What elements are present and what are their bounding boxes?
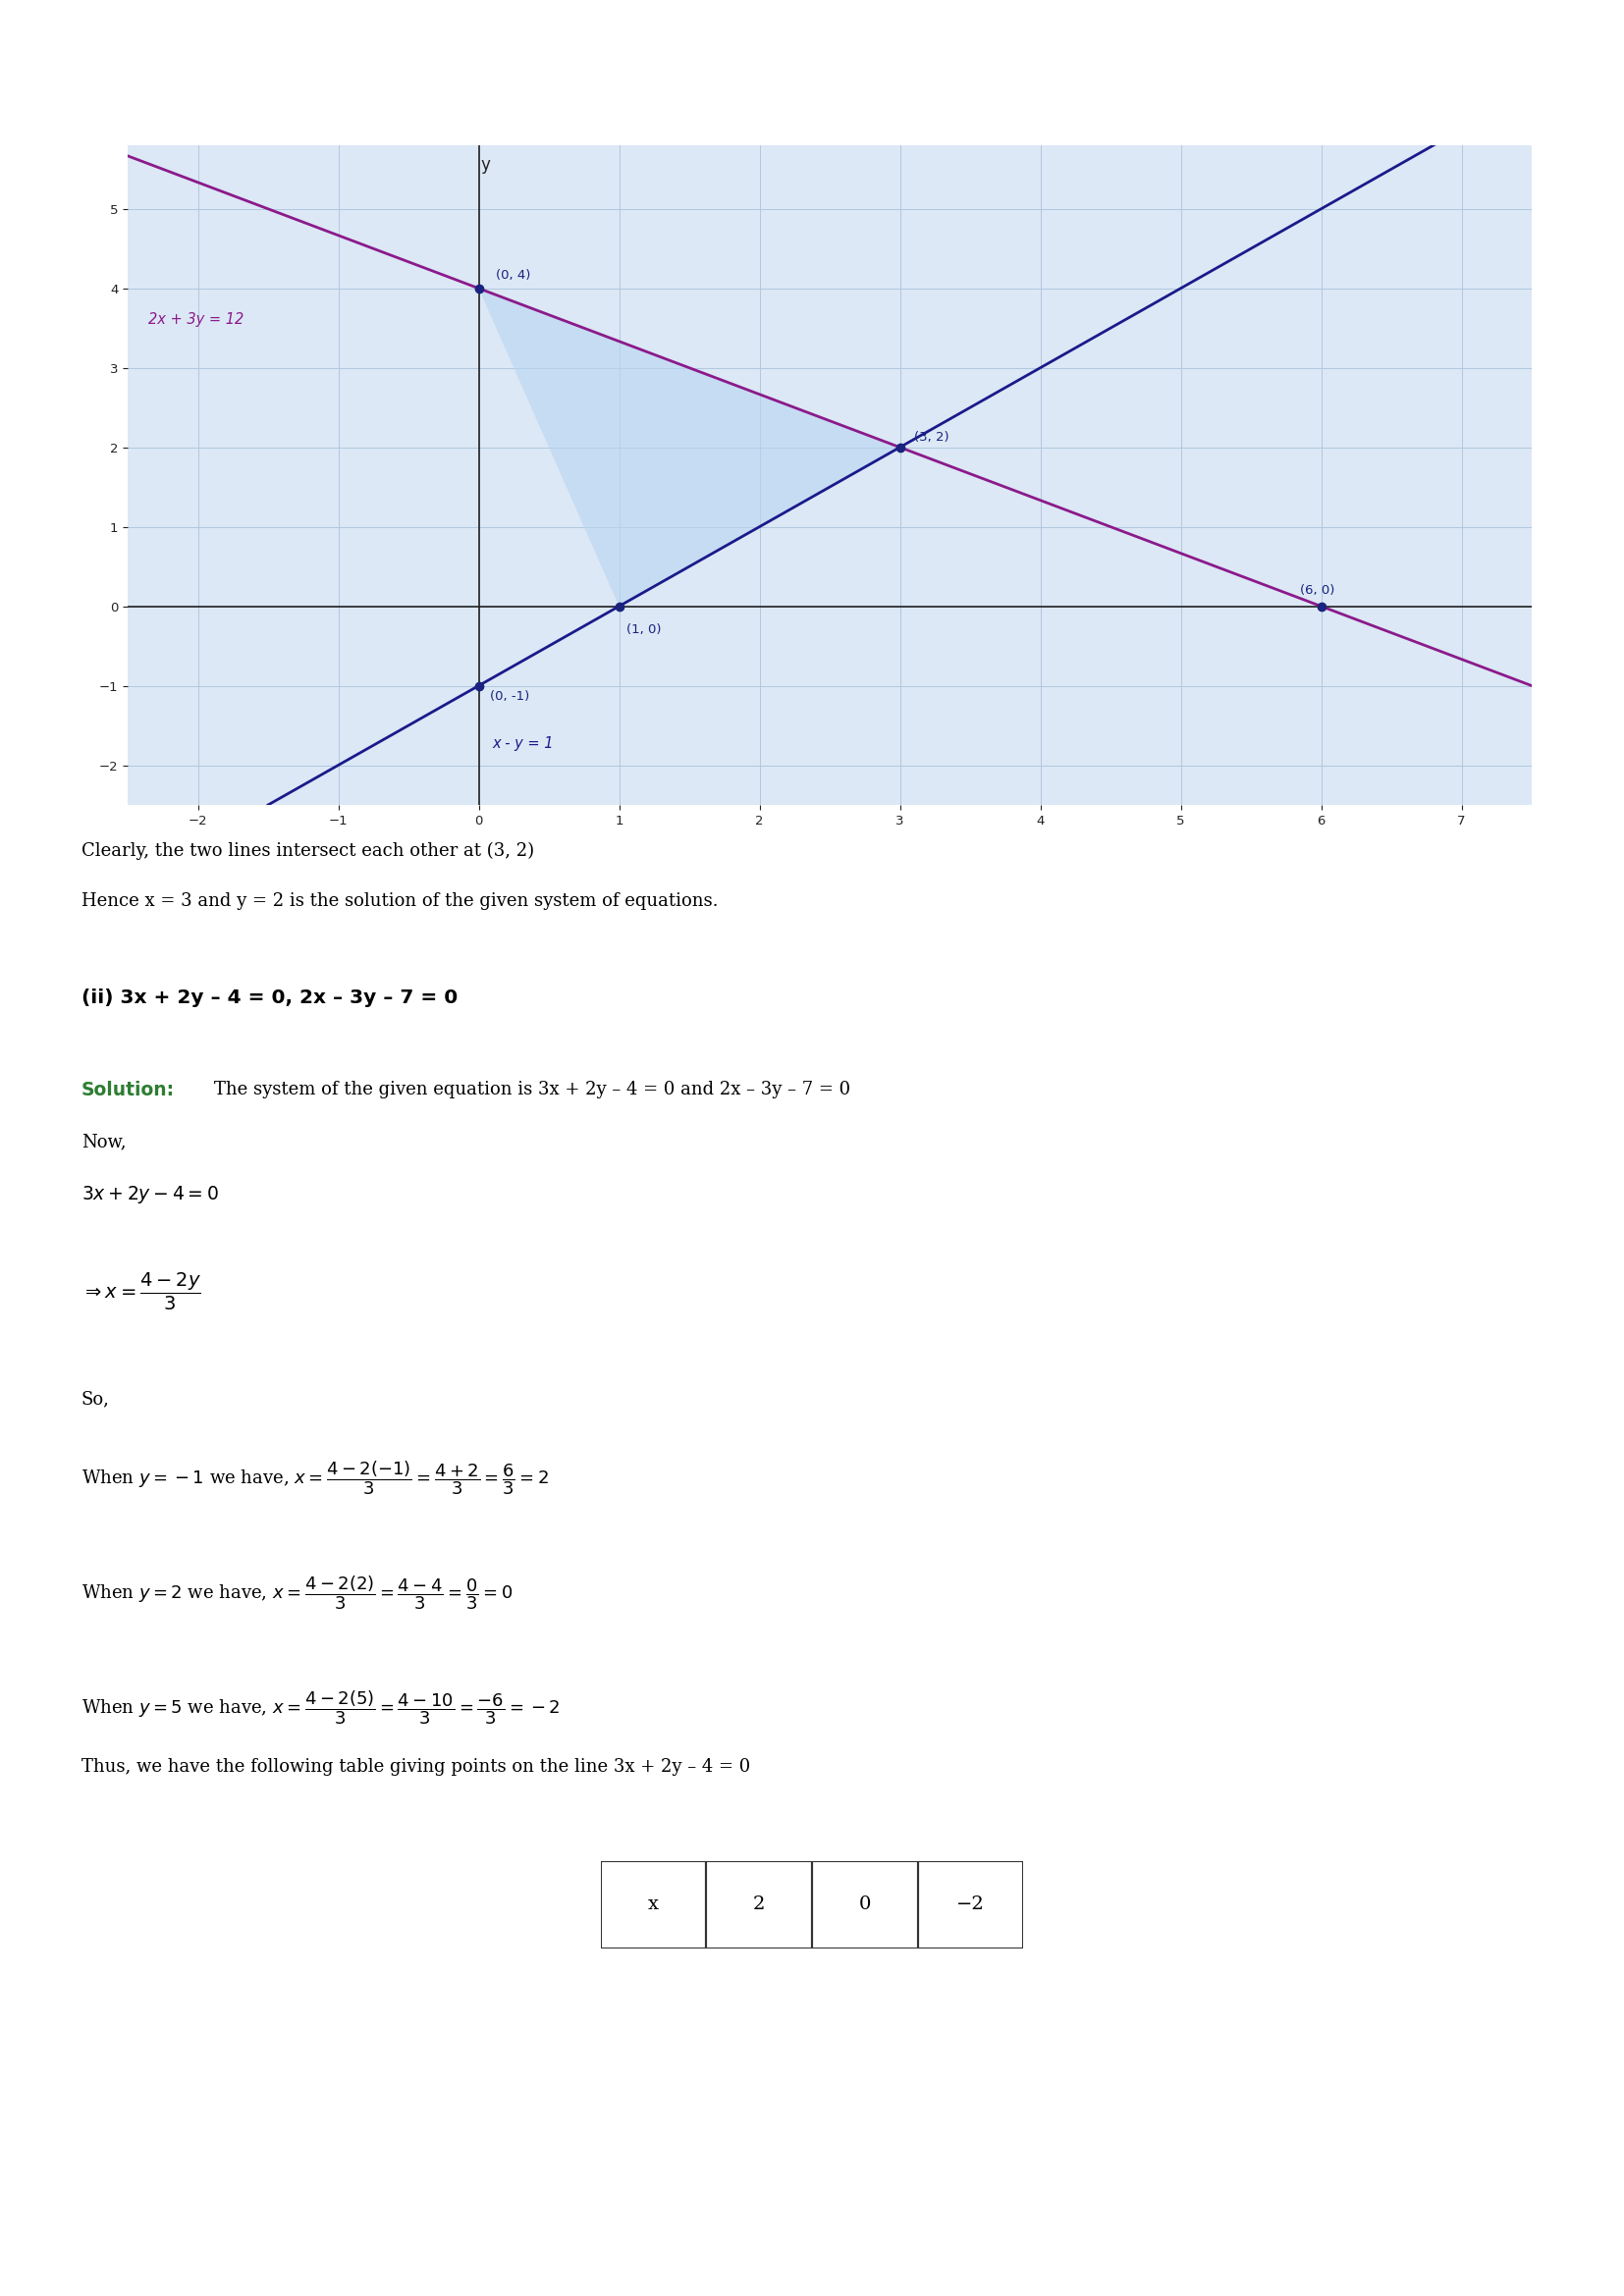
Bar [812, 1862, 918, 1949]
Text: (0, -1): (0, -1) [490, 689, 529, 703]
Text: $3x + 2y - 4 = 0$: $3x + 2y - 4 = 0$ [81, 1185, 218, 1205]
Text: Now,: Now, [81, 1134, 127, 1150]
Text: (0, 4): (0, 4) [495, 269, 531, 282]
Text: (ii) 3x + 2y – 4 = 0, 2x – 3y – 7 = 0: (ii) 3x + 2y – 4 = 0, 2x – 3y – 7 = 0 [81, 990, 458, 1008]
Text: Clearly, the two lines intersect each other at (3, 2): Clearly, the two lines intersect each ot… [81, 843, 534, 859]
Text: y: y [481, 156, 490, 174]
Text: (3, 2): (3, 2) [914, 432, 948, 443]
Bar [706, 1862, 812, 1949]
Bar [601, 1862, 706, 1949]
Text: RD: RD [62, 57, 93, 76]
Text: The system of the given equation is 3x + 2y – 4 = 0 and 2x – 3y – 7 = 0: The system of the given equation is 3x +… [214, 1081, 851, 1097]
Text: $\Rightarrow x = \dfrac{4 - 2y}{3}$: $\Rightarrow x = \dfrac{4 - 2y}{3}$ [81, 1272, 201, 1313]
Text: x - y = 1: x - y = 1 [492, 737, 554, 751]
Text: Maths – RD Sharma Solutions: Maths – RD Sharma Solutions [632, 62, 992, 83]
Text: Chapter 3: Pair of Linear Equations in Two Variables: Chapter 3: Pair of Linear Equations in T… [512, 110, 1112, 129]
Text: Class - 10: Class - 10 [755, 18, 869, 41]
Text: Page 21 of 42: Page 21 of 42 [745, 2239, 879, 2257]
Text: When $y = -1$ we have, $x = \dfrac{4-2(-1)}{3} = \dfrac{4+2}{3} = \dfrac{6}{3} =: When $y = -1$ we have, $x = \dfrac{4-2(-… [81, 1460, 549, 1497]
Text: Hence x = 3 and y = 2 is the solution of the given system of equations.: Hence x = 3 and y = 2 is the solution of… [81, 893, 718, 909]
Text: So,: So, [81, 1391, 109, 1407]
Text: Solution:: Solution: [81, 1081, 175, 1100]
Text: (1, 0): (1, 0) [627, 625, 661, 636]
Polygon shape [479, 289, 900, 606]
Bar [918, 1862, 1023, 1949]
Text: Thus, we have the following table giving points on the line 3x + 2y – 4 = 0: Thus, we have the following table giving… [81, 1759, 750, 1775]
Text: 2: 2 [754, 1896, 765, 1913]
Text: 2x + 3y = 12: 2x + 3y = 12 [149, 312, 244, 326]
Text: x: x [648, 1896, 659, 1913]
Text: Study Path: Study Path [50, 106, 104, 115]
Text: When $y = 5$ we have, $x = \dfrac{4-2(5)}{3} = \dfrac{4-10}{3} = \dfrac{-6}{3} =: When $y = 5$ we have, $x = \dfrac{4-2(5)… [81, 1690, 560, 1727]
Text: −2: −2 [957, 1896, 984, 1913]
Text: When $y = 2$ we have, $x = \dfrac{4-2(2)}{3} = \dfrac{4-4}{3} = \dfrac{0}{3} = 0: When $y = 2$ we have, $x = \dfrac{4-2(2)… [81, 1575, 513, 1612]
Text: 0: 0 [859, 1896, 870, 1913]
Text: (6, 0): (6, 0) [1301, 583, 1335, 597]
